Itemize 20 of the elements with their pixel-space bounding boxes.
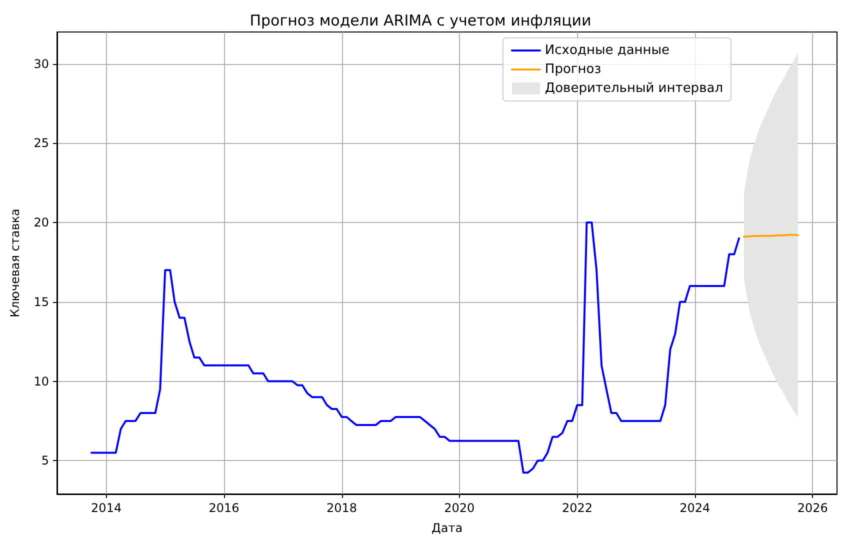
y-tick-label: 10 <box>34 374 49 388</box>
y-tick-label: 20 <box>34 216 49 230</box>
x-tick-label: 2026 <box>797 501 828 515</box>
y-tick-label: 5 <box>41 454 49 468</box>
x-tick-label: 2020 <box>444 501 475 515</box>
y-tick-label: 25 <box>34 136 49 150</box>
legend-label: Прогноз <box>544 62 602 77</box>
x-tick-label: 2018 <box>326 501 358 515</box>
x-axis-title: Дата <box>431 521 463 535</box>
chart-title: Прогноз модели ARIMA с учетом инфляции <box>250 12 592 30</box>
line-series <box>90 222 740 474</box>
y-axis-title: Ключевая ставка <box>8 208 22 318</box>
x-tick-label: 2014 <box>91 501 122 515</box>
legend-label: Доверительный интервал <box>544 81 724 96</box>
x-tick-label: 2016 <box>208 501 240 515</box>
legend-label: Исходные данные <box>544 43 670 58</box>
x-tick-label: 2024 <box>680 501 710 515</box>
y-tick-label: 15 <box>34 294 49 309</box>
y-tick-label: 30 <box>34 56 49 71</box>
x-tick-label: 2022 <box>562 501 592 515</box>
